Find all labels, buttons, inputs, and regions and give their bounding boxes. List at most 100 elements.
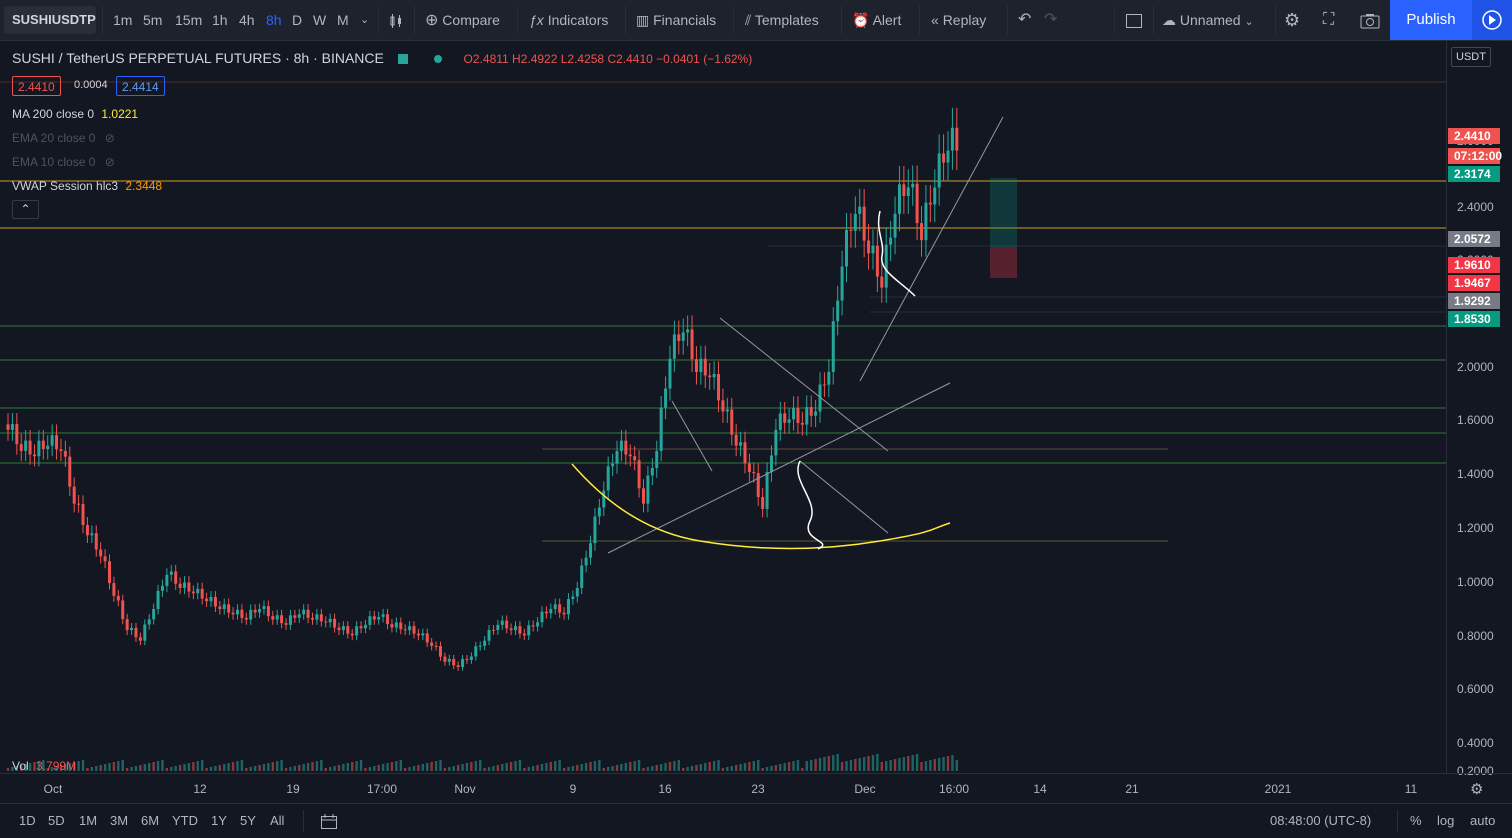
candle-body (187, 582, 191, 592)
candle-body (478, 645, 482, 647)
time-tick-label: 23 (751, 782, 765, 796)
volume-bar (276, 761, 279, 771)
indicators-button[interactable]: ƒx Indicators (529, 0, 608, 40)
range-1y[interactable]: 1Y (211, 813, 227, 828)
range-5d[interactable]: 5D (48, 813, 65, 828)
candle-body (514, 626, 518, 631)
volume-bar (704, 763, 707, 771)
compare-button[interactable]: ⊕ Compare (425, 0, 500, 40)
interval-d[interactable]: D (292, 12, 303, 28)
candle-body (743, 442, 747, 464)
log-scale-toggle[interactable]: log (1437, 813, 1455, 828)
interval-15m[interactable]: 15m (175, 12, 203, 28)
range-ytd[interactable]: YTD (172, 813, 198, 828)
layout-icon[interactable] (1125, 0, 1143, 40)
volume-bar (426, 763, 429, 771)
long-position-stop[interactable] (990, 247, 1017, 278)
layout-name-button[interactable]: ☁ Unnamed ⌄ (1162, 0, 1254, 40)
eye-hidden-icon[interactable]: ⊘ (104, 131, 115, 145)
range-6m[interactable]: 6M (141, 813, 160, 828)
interval-w[interactable]: W (313, 12, 327, 28)
volume-bar (836, 754, 839, 771)
bid-price-box[interactable]: 2.4410 (12, 76, 61, 96)
ema20-legend[interactable]: EMA 20 close 0 ⊘ (12, 131, 115, 145)
ema10-legend[interactable]: EMA 10 close 0 ⊘ (12, 155, 115, 169)
camera-icon[interactable] (1360, 0, 1380, 40)
collapse-legend-chevron-up-icon[interactable]: ⌃ (12, 200, 39, 219)
chart-pane[interactable]: SUSHI / TetherUS PERPETUAL FUTURES · 8h … (0, 41, 1446, 773)
volume-legend[interactable]: Vol 3.799M (12, 759, 76, 773)
candle-body (690, 329, 694, 360)
ma200-legend[interactable]: MA 200 close 0 1.0221 (12, 107, 138, 121)
volume-bar (412, 766, 416, 771)
symbol-search[interactable]: SUSHIUSDTPERP (4, 6, 96, 34)
range-5y[interactable]: 5Y (240, 813, 256, 828)
alert-button[interactable]: ⏰ Alert (852, 0, 901, 40)
long-position-target[interactable] (990, 178, 1017, 247)
candle-body (262, 606, 266, 610)
separator (1114, 6, 1115, 34)
volume-bar (712, 761, 716, 771)
templates-button[interactable]: ⫽ Templates (745, 0, 819, 40)
replay-button[interactable]: « Replay (931, 0, 986, 40)
auto-scale-toggle[interactable]: auto (1470, 813, 1496, 828)
go-to-date-icon[interactable] (320, 804, 338, 838)
candle-body (619, 440, 623, 451)
trendline[interactable] (607, 382, 951, 554)
price-axis[interactable]: USDT 2.60002.40002.20002.00001.60001.400… (1446, 41, 1512, 778)
undo-icon[interactable]: ↶ (1018, 11, 1032, 28)
ask-price-box[interactable]: 2.4414 (116, 76, 165, 96)
trendline[interactable] (671, 400, 713, 472)
chevron-down-icon[interactable]: ⌄ (360, 14, 370, 26)
candle-body (174, 571, 178, 584)
range-3m[interactable]: 3M (110, 813, 129, 828)
candle-body (814, 411, 818, 416)
price-tag: 2.0572 (1448, 231, 1500, 247)
candles-icon[interactable] (388, 0, 404, 40)
volume-bar (355, 761, 358, 771)
vwap-legend[interactable]: VWAP Session hlc3 2.3448 (12, 179, 162, 193)
interval-4h[interactable]: 4h (239, 12, 255, 28)
volume-bar (602, 768, 605, 771)
volume-bar (673, 761, 676, 771)
fullscreen-icon[interactable]: ⛶ (1323, 11, 1335, 28)
volume-bar (615, 765, 619, 771)
play-icon[interactable] (1472, 0, 1512, 40)
percent-scale-toggle[interactable]: % (1410, 813, 1422, 828)
eye-hidden-icon[interactable]: ⊘ (104, 155, 115, 169)
range-all[interactable]: All (270, 813, 285, 828)
volume-bar (637, 760, 641, 771)
ohlc-values: O2.4811 H2.4922 L2.4258 C2.4410 −0.0401 … (463, 52, 753, 66)
trendline[interactable] (799, 460, 889, 534)
volume-bar (298, 765, 301, 771)
cup-curve-drawing[interactable] (571, 463, 951, 550)
interval-8h[interactable]: 8h (266, 12, 282, 28)
financials-button[interactable]: ▥ Financials (636, 0, 716, 40)
interval-m[interactable]: M (337, 12, 349, 28)
trendline[interactable] (859, 116, 1004, 382)
volume-bar (280, 760, 283, 771)
freehand-drawing[interactable] (797, 460, 824, 550)
time-axis[interactable]: Oct 12 19 17:00 Nov 9 16 23 Dec 16:00 14 21 2021 11 ⚙ (0, 773, 1512, 803)
axis-settings-gear-icon[interactable]: ⚙ (1470, 781, 1484, 798)
chart-canvas[interactable] (0, 41, 1446, 773)
redo-icon[interactable]: ↷ (1044, 11, 1058, 28)
publish-button[interactable]: Publish (1390, 0, 1472, 40)
interval-1m[interactable]: 1m (113, 12, 133, 28)
clock-timezone[interactable]: 08:48:00 (UTC-8) (1270, 813, 1372, 828)
volume-bar (695, 765, 698, 771)
volume-bar (240, 760, 244, 771)
range-1d[interactable]: 1D (19, 813, 36, 828)
trendline[interactable] (719, 317, 889, 452)
interval-5m[interactable]: 5m (143, 12, 163, 28)
range-1m[interactable]: 1M (79, 813, 98, 828)
currency-label[interactable]: USDT (1451, 47, 1491, 67)
freehand-drawing[interactable] (877, 210, 916, 297)
volume-bar (668, 762, 672, 771)
volume-bar (629, 762, 632, 771)
candle-body (461, 658, 465, 668)
volume-label: Vol (12, 759, 29, 773)
settings-gear-icon[interactable]: ⚙ (1284, 10, 1301, 30)
interval-1h[interactable]: 1h (212, 12, 228, 28)
candle-body (831, 321, 835, 372)
